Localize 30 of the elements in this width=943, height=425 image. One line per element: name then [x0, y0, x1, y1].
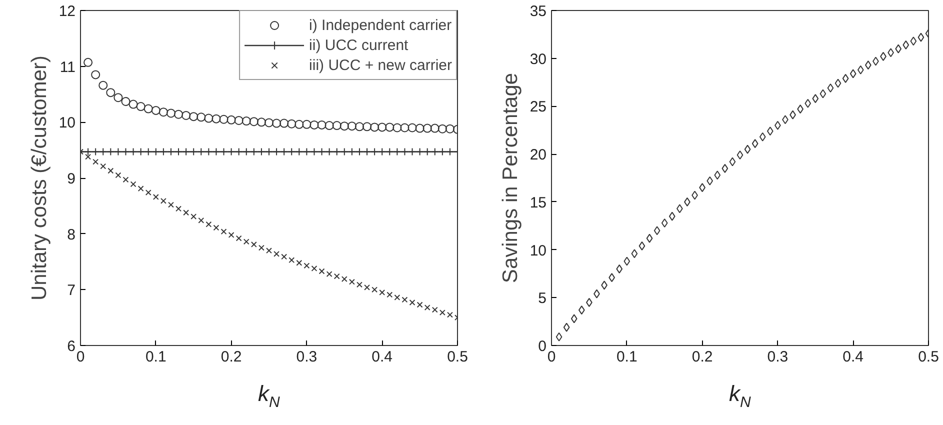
x-tick-label: 0.4 — [372, 348, 393, 366]
y-axis-title: Unitary costs (€/customer) — [28, 55, 51, 301]
x-tick-label: 0.1 — [145, 348, 166, 366]
y-tick-label: 10 — [58, 114, 76, 132]
x-tick-label: 0.2 — [692, 348, 713, 366]
x-tick-label: 0.1 — [616, 348, 638, 366]
x-tick-label: 0.5 — [447, 348, 468, 366]
y-tick-label: 7 — [67, 282, 76, 300]
y-tick-label: 8 — [67, 226, 76, 244]
y-tick-label: 15 — [530, 194, 547, 212]
y-tick-label: 11 — [60, 58, 76, 76]
legend-label: ii) UCC current — [309, 36, 408, 54]
legend-label: i) Independent carrier — [309, 16, 452, 34]
y-tick-label: 9 — [67, 170, 76, 188]
y-tick-label: 35 — [530, 3, 547, 20]
y-axis-title: Savings in Percentage — [498, 72, 522, 284]
x-tick-label: 0.5 — [918, 348, 939, 366]
y-tick-label: 30 — [530, 50, 547, 68]
y-tick-label: 10 — [530, 242, 547, 260]
x-tick-label: 0.3 — [296, 348, 318, 366]
x-tick-label: 0.3 — [767, 348, 788, 366]
y-tick-label: 20 — [530, 146, 547, 164]
y-tick-label: 25 — [530, 98, 547, 116]
x-tick-label: 0.4 — [842, 348, 864, 366]
y-tick-label: 0 — [538, 338, 546, 355]
x-tick-label: 0.2 — [220, 348, 242, 366]
y-tick-label: 5 — [538, 290, 546, 308]
y-tick-label: 12 — [58, 3, 76, 20]
legend-label: iii) UCC + new carrier — [309, 56, 452, 74]
y-tick-label: 6 — [67, 338, 76, 355]
